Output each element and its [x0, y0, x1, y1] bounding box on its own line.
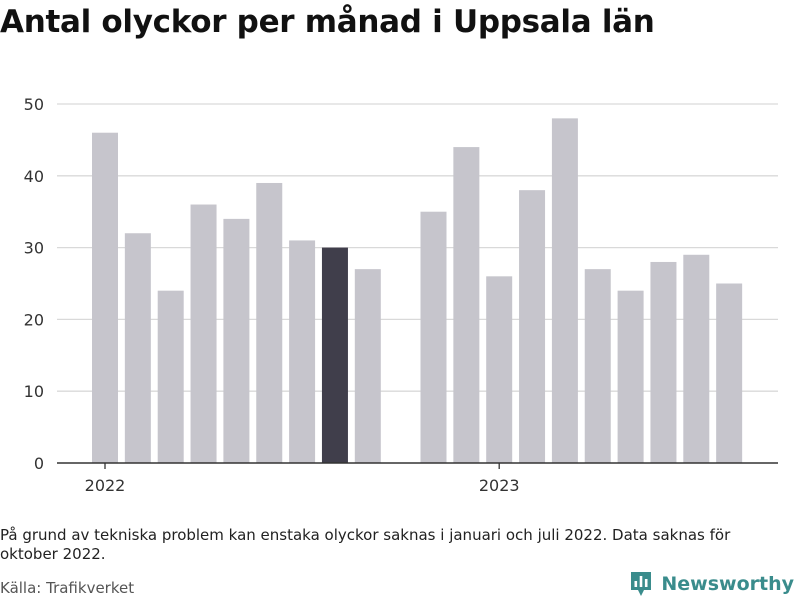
bar — [289, 240, 316, 463]
bar — [157, 290, 184, 463]
bar — [486, 276, 513, 463]
y-tick-label: 0 — [34, 454, 44, 473]
bar — [190, 204, 217, 463]
chart-title: Antal olyckor per månad i Uppsala län — [0, 4, 655, 40]
y-tick-label: 10 — [24, 382, 44, 401]
y-tick-label: 40 — [24, 167, 44, 186]
bar — [584, 269, 611, 463]
bar — [551, 118, 578, 464]
bar — [617, 290, 644, 463]
bar — [321, 247, 348, 463]
footnote: På grund av tekniska problem kan enstaka… — [0, 526, 731, 563]
bars — [92, 118, 743, 464]
bar — [453, 147, 480, 463]
bar-chart: 0 10 20 30 40 50 2022 2023 — [24, 95, 778, 495]
bar — [420, 211, 447, 463]
source-text: Källa: Trafikverket — [0, 579, 135, 597]
bar — [354, 269, 381, 463]
x-axis-ticks: 2022 2023 — [85, 463, 520, 495]
bar — [683, 254, 710, 463]
brand-logo: Newsworthy — [629, 570, 794, 598]
brand-name: Newsworthy — [661, 573, 794, 595]
bar — [124, 233, 151, 463]
x-tick-label: 2022 — [85, 476, 126, 495]
bar — [716, 283, 743, 463]
y-axis-ticks: 0 10 20 30 40 50 — [24, 95, 44, 473]
bar — [92, 132, 118, 463]
bar — [650, 261, 677, 463]
bar — [256, 182, 283, 464]
bar — [519, 190, 546, 463]
bar — [223, 218, 250, 463]
y-tick-label: 30 — [24, 239, 44, 258]
x-tick-label: 2023 — [479, 476, 520, 495]
y-tick-label: 50 — [24, 95, 44, 114]
bar-chart-icon — [631, 572, 652, 596]
y-tick-label: 20 — [24, 310, 44, 329]
